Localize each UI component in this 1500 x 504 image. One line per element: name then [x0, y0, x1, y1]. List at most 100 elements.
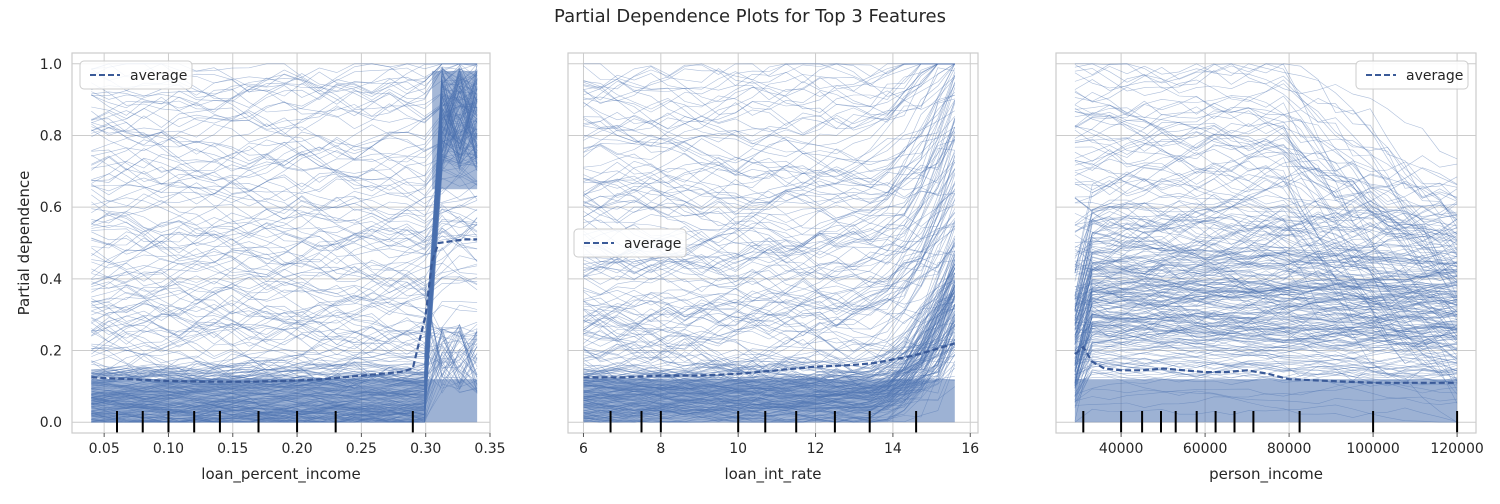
ice-line — [1074, 125, 1458, 276]
ice-line — [1074, 359, 1458, 386]
ice-line — [583, 100, 956, 213]
ice-line — [1074, 328, 1458, 348]
ice-line — [91, 331, 478, 379]
ice-line — [583, 183, 956, 323]
ice-line — [1074, 339, 1458, 401]
ice-line — [583, 126, 955, 248]
ice-line — [1074, 248, 1458, 320]
ice-line — [91, 182, 478, 244]
ice-line — [1074, 275, 1458, 315]
ice-line — [1074, 281, 1458, 364]
ice-line — [1074, 288, 1458, 363]
ice-line — [91, 289, 478, 344]
ice-line — [91, 294, 478, 385]
ice-line — [91, 118, 478, 397]
ice-line — [91, 208, 478, 248]
ice-line — [583, 150, 956, 265]
ice-line — [1074, 311, 1458, 339]
ice-line — [1074, 255, 1458, 325]
ice-line — [1074, 267, 1458, 372]
ice-line — [1074, 218, 1458, 343]
ice-line — [1074, 79, 1458, 271]
ice-line — [91, 297, 478, 391]
ice-line — [583, 221, 956, 382]
ice-line — [91, 72, 478, 382]
ice-line — [91, 200, 478, 263]
ice-line — [1074, 285, 1458, 367]
ice-line — [1074, 126, 1458, 381]
ice-line — [1074, 262, 1458, 326]
ice-line — [583, 139, 956, 226]
ice-line — [1074, 98, 1458, 227]
ice-line — [1074, 205, 1458, 297]
ice-line — [583, 121, 956, 198]
ice-line — [91, 320, 478, 393]
ice-line — [91, 122, 478, 163]
ice-line — [1074, 223, 1458, 317]
ice-line — [1074, 293, 1458, 383]
ice-line — [91, 262, 478, 302]
ice-line — [91, 195, 478, 255]
ice-line — [1074, 268, 1458, 324]
ice-line — [1074, 63, 1458, 199]
ice-line — [583, 223, 955, 355]
ice-line — [1074, 203, 1458, 312]
ice-line — [91, 155, 478, 198]
axes-frame — [71, 52, 491, 434]
ice-line — [1074, 313, 1458, 384]
ice-line — [1074, 222, 1458, 377]
ice-line — [1074, 232, 1458, 296]
ice-line — [1074, 295, 1458, 330]
ice-line — [1074, 360, 1458, 400]
ice-line — [91, 110, 478, 196]
ice-line — [1074, 313, 1458, 329]
ice-line — [91, 63, 478, 105]
ice-line — [1074, 327, 1458, 343]
ice-line — [1074, 292, 1458, 318]
ice-line — [1074, 173, 1458, 300]
ice-line — [1074, 63, 1458, 224]
ice-line — [91, 337, 478, 394]
ice-line — [1074, 282, 1458, 365]
axes-frame — [567, 52, 979, 434]
ice-line — [1074, 200, 1458, 307]
ice-line — [91, 143, 478, 202]
ice-line — [583, 63, 955, 129]
ice-line — [1074, 249, 1458, 342]
ice-line — [583, 102, 956, 286]
ice-line — [1074, 288, 1458, 325]
ice-line — [91, 63, 478, 121]
ice-line — [1074, 244, 1458, 344]
ice-line — [583, 63, 955, 115]
ice-line — [583, 298, 955, 342]
ice-line — [1074, 283, 1458, 331]
ice-line — [583, 156, 956, 333]
ice-line — [91, 239, 478, 312]
ice-line — [1074, 226, 1458, 320]
ice-line — [1074, 198, 1458, 379]
ice-line — [583, 63, 955, 132]
ice-line — [1074, 303, 1458, 378]
ice-line — [1074, 286, 1458, 344]
ice-line — [91, 221, 478, 280]
ice-line — [91, 280, 478, 336]
ice-line — [583, 63, 955, 108]
ice-line — [91, 87, 478, 182]
ice-line — [91, 69, 478, 382]
ice-line — [91, 294, 478, 367]
ice-line — [91, 217, 478, 264]
ice-line — [1074, 341, 1458, 422]
ice-line — [583, 63, 956, 110]
ice-line — [1074, 330, 1458, 389]
ice-line — [1074, 172, 1458, 313]
ice-line — [1074, 255, 1458, 310]
ice-line — [583, 256, 956, 351]
ice-line — [91, 85, 478, 117]
ice-line — [583, 63, 956, 188]
x-axis-label: person_income — [1209, 465, 1323, 484]
ice-line — [583, 272, 956, 379]
ice-line — [1074, 244, 1458, 331]
ice-line — [1074, 335, 1458, 350]
ice-line — [91, 317, 478, 389]
